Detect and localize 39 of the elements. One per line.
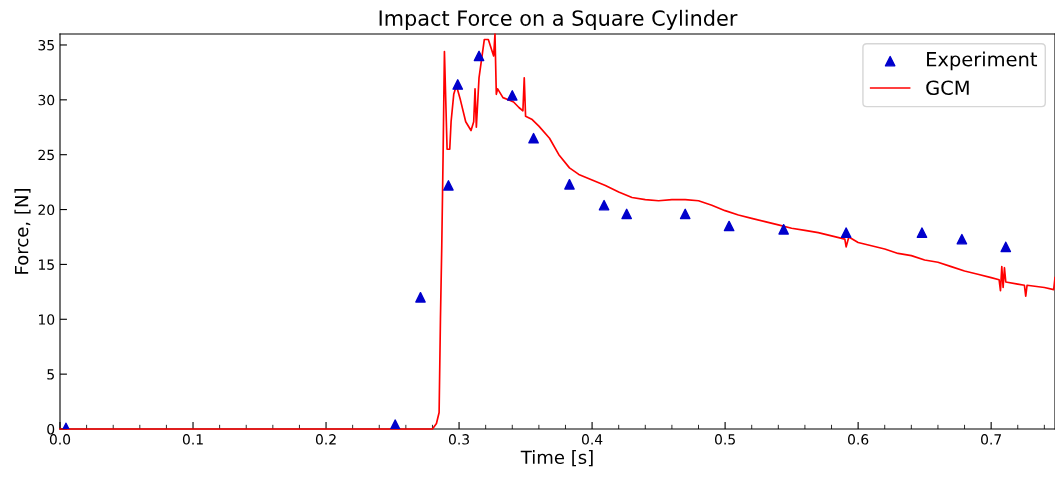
point (528, 132, 539, 144)
x-tick-label: 0.5 (714, 434, 735, 445)
y-tick-label: 35 (38, 39, 54, 51)
x-tick-label: 0.4 (581, 434, 603, 445)
x-tick-label: 0.3 (448, 434, 469, 445)
y-axis-title: Force, [N] (14, 189, 31, 274)
point (473, 50, 485, 62)
point (840, 227, 852, 238)
x-tick-label: 0.6 (848, 434, 869, 445)
point (564, 178, 575, 190)
point (506, 90, 518, 101)
line-series (59, 33, 1055, 430)
point (452, 79, 464, 90)
y-tick-label: 10 (38, 314, 55, 325)
point (598, 199, 610, 211)
y-tick-label: 20 (38, 204, 55, 216)
point (389, 419, 401, 429)
point (778, 223, 789, 235)
x-tick-label: 0.7 (981, 434, 1002, 445)
point (443, 180, 454, 191)
point (916, 227, 928, 238)
x-tick-label: 0.2 (315, 434, 336, 445)
y-tick-label: 5 (47, 369, 54, 380)
legend-label: GCM (926, 80, 969, 96)
point (723, 220, 735, 232)
point (415, 291, 426, 303)
point (679, 208, 691, 220)
chart-title: Impact Force on a Square Cylinder (379, 9, 738, 30)
y-tick-label: 15 (38, 259, 54, 270)
point (956, 233, 968, 245)
x-tick-label: 0.1 (182, 434, 203, 445)
legend-label: Experiment (927, 51, 1038, 71)
y-tick-label: 0 (47, 423, 55, 435)
x-axis-title: Time [s] (520, 450, 593, 467)
point (621, 208, 633, 220)
point (1000, 241, 1012, 253)
x-tick-label: 0.0 (49, 434, 71, 445)
y-tick-label: 30 (38, 94, 55, 106)
y-tick-label: 25 (38, 149, 54, 161)
